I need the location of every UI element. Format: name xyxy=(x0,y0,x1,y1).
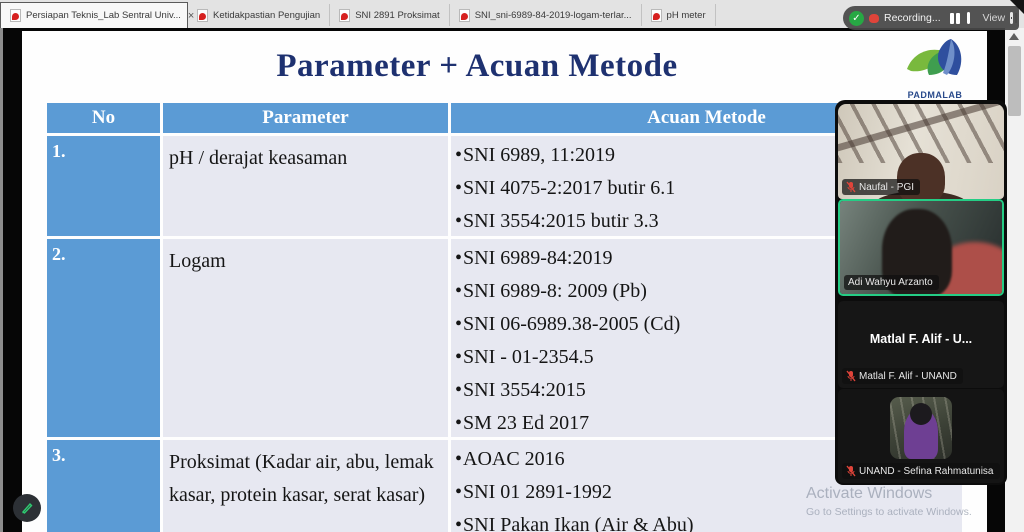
header-parameter: Parameter xyxy=(163,103,448,133)
parameter-table: No Parameter Acuan Metode 1. pH / deraja… xyxy=(47,103,962,532)
participant-name-badge: Matlal F. Alif - UNAND xyxy=(842,368,963,384)
method-item: SNI Pakan Ikan (Air & Abu) xyxy=(455,509,962,532)
row1-parameter: pH / derajat keasaman xyxy=(163,136,448,236)
leaf-logo-icon xyxy=(907,39,962,75)
video-tile-sefina[interactable]: UNAND - Sefina Rahmatunisa xyxy=(838,389,1004,483)
activate-windows-watermark: Activate Windows Go to Settings to activ… xyxy=(806,485,972,518)
tab-label: SNI_sni-6989-84-2019-logam-terlar... xyxy=(474,9,632,21)
tab-label: pH meter xyxy=(666,9,706,21)
pause-recording-button[interactable] xyxy=(948,11,962,26)
tab-close-icon[interactable]: × xyxy=(187,9,195,22)
row3-no: 3. xyxy=(47,440,160,532)
method-item: SNI 6989-8: 2009 (Pb) xyxy=(455,275,962,308)
corner-menu-triangle[interactable] xyxy=(1010,0,1024,14)
zoom-video-panel: Naufal - PGI Adi Wahyu Arzanto Matlal F.… xyxy=(835,100,1007,485)
pdf-icon xyxy=(339,8,351,22)
stop-recording-button[interactable] xyxy=(966,12,970,24)
pdf-icon xyxy=(650,8,662,22)
method-item: AOAC 2016 xyxy=(455,443,962,476)
method-item: SNI - 01-2354.5 xyxy=(455,341,962,374)
participant-name: Matlal F. Alif - UNAND xyxy=(859,370,957,382)
video-tile-adi-active-speaker[interactable]: Adi Wahyu Arzanto xyxy=(838,199,1004,296)
participant-name-badge: UNAND - Sefina Rahmatunisa xyxy=(842,463,1000,479)
participant-center-name: Matlal F. Alif - U... xyxy=(869,332,973,347)
method-item: SNI 6989-84:2019 xyxy=(455,242,962,275)
slide-title: Parameter + Acuan Metode xyxy=(276,48,678,84)
method-item: SNI 01 2891-1992 xyxy=(455,476,962,509)
tab-label: Ketidakpastian Pengujian xyxy=(213,9,321,21)
row2-parameter: Logam xyxy=(163,239,448,437)
method-item: SNI 06-6989.38-2005 (Cd) xyxy=(455,308,962,341)
view-button[interactable]: View xyxy=(982,12,1006,24)
video-tile-matlal[interactable]: Matlal F. Alif - U... Matlal F. Alif - U… xyxy=(838,301,1004,388)
method-item: SNI 3554:2015 butir 3.3 xyxy=(455,205,962,238)
header-no: No xyxy=(47,103,160,133)
recording-dot-icon xyxy=(869,13,879,23)
watermark-line2: Go to Settings to activate Windows. xyxy=(806,506,972,518)
mic-muted-icon xyxy=(846,370,856,382)
method-item: SM 23 Ed 2017 xyxy=(455,407,962,440)
pdf-content-area: Parameter + Acuan Metode PADMALAB THE PR… xyxy=(0,28,1024,532)
logo-text: PADMALAB xyxy=(907,90,963,100)
participant-avatar xyxy=(890,397,952,459)
tab-label: SNI 2891 Proksimat xyxy=(355,9,440,21)
mic-muted-icon xyxy=(846,181,856,193)
mic-muted-icon xyxy=(846,465,856,477)
gallery-view-icon[interactable] xyxy=(1010,12,1017,24)
method-item: SNI 6989, 11:2019 xyxy=(455,139,962,172)
pdf-icon xyxy=(458,8,470,22)
video-feed xyxy=(838,104,1004,199)
pdf-icon xyxy=(197,8,208,22)
participant-name: Naufal - PGI xyxy=(859,181,915,193)
method-item: SNI 3554:2015 xyxy=(455,374,962,407)
tab-ketidakpastian[interactable]: Ketidakpastian Pengujian xyxy=(188,4,331,26)
zoom-recording-toolbar: ✓ Recording... View xyxy=(843,6,1019,30)
participant-name-badge: Naufal - PGI xyxy=(842,179,921,195)
tab-ph-meter[interactable]: pH meter xyxy=(642,4,716,26)
tab-persiapan-teknis[interactable]: Persiapan Teknis_Lab Sentral Univ... × xyxy=(0,2,194,28)
method-item: SNI 4075-2:2017 butir 6.1 xyxy=(455,172,962,205)
row3-parameter: Proksimat (Kadar air, abu, lemak kasar, … xyxy=(163,440,448,532)
tab-sni-6989[interactable]: SNI_sni-6989-84-2019-logam-terlar... xyxy=(450,4,642,26)
participant-name-badge: Adi Wahyu Arzanto xyxy=(844,275,939,290)
scroll-up-arrow-icon[interactable] xyxy=(1009,33,1019,40)
pencil-icon xyxy=(21,502,33,514)
pdf-icon xyxy=(10,9,21,22)
recording-status: Recording... xyxy=(884,12,941,24)
left-edge-strip xyxy=(0,28,3,532)
pdf-scrollbar[interactable] xyxy=(1005,28,1024,532)
tab-label: Persiapan Teknis_Lab Sentral Univ... xyxy=(26,10,181,21)
security-shield-icon: ✓ xyxy=(849,10,864,26)
annotate-pencil-button[interactable] xyxy=(13,494,41,522)
participant-name: Adi Wahyu Arzanto xyxy=(848,277,933,288)
watermark-line1: Activate Windows xyxy=(806,485,933,502)
padmalab-logo: PADMALAB THE PROFESSIONAL LAB xyxy=(889,35,981,107)
video-tile-naufal[interactable]: Naufal - PGI xyxy=(838,104,1004,199)
row1-no: 1. xyxy=(47,136,160,236)
participant-name: UNAND - Sefina Rahmatunisa xyxy=(859,465,994,477)
row2-no: 2. xyxy=(47,239,160,437)
tab-sni-2891[interactable]: SNI 2891 Proksimat xyxy=(330,4,450,26)
scrollbar-thumb[interactable] xyxy=(1008,46,1021,116)
